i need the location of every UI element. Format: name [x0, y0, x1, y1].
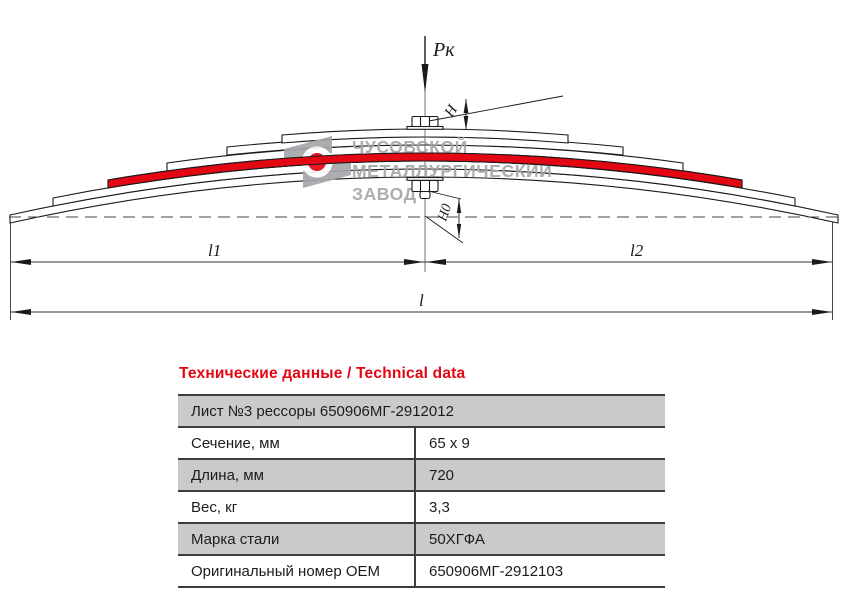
spec-value-cell: 650906МГ-2912103	[413, 555, 666, 588]
spec-label-cell: Оригинальный номер OEM	[178, 555, 415, 588]
dim-label-l: l	[419, 291, 424, 310]
dim-h0-group: H0	[424, 190, 464, 244]
dim-l-group: l	[11, 291, 832, 315]
leaf-spring-drawing: ЧУСОВСКОЙ МЕТАЛЛУРГИЧЕСКИЙ ЗАВОД Pк	[9, 36, 839, 320]
spec-header-row: Лист №3 рессоры 650906МГ-2912012	[178, 395, 666, 428]
bolt-washer-bottom	[406, 176, 444, 181]
leaf-3-highlighted	[107, 152, 743, 189]
bolt-head	[411, 115, 439, 128]
dim-label-h0: H0	[435, 202, 455, 224]
dim-label-l2: l2	[630, 241, 644, 260]
bolt-stub	[419, 190, 431, 200]
tech-data-title: Технические данные / Technical data	[179, 365, 466, 382]
spec-row: Сечение, мм 65 x 9	[178, 427, 666, 460]
dim-l1-l2-group: l1 l2	[11, 241, 832, 265]
spec-row: Длина, мм 720	[178, 459, 666, 492]
dim-label-l1: l1	[208, 241, 221, 260]
dim-h-group: H	[428, 95, 564, 130]
spec-header-cell: Лист №3 рессоры 650906МГ-2912012	[178, 395, 666, 428]
spec-value-cell: 720	[413, 459, 666, 492]
spec-label-cell: Длина, мм	[178, 459, 415, 492]
spec-label-cell: Сечение, мм	[178, 427, 415, 460]
force-label: Pк	[432, 39, 455, 61]
spec-row: Вес, кг 3,3	[178, 491, 666, 524]
watermark-text-line3: ЗАВОД	[352, 184, 417, 204]
spec-value-cell: 50ХГФА	[413, 523, 666, 556]
force-arrow: Pк	[421, 36, 455, 93]
center-bolt	[406, 115, 444, 200]
force-arrowhead-icon	[421, 64, 429, 93]
spec-table: Лист №3 рессоры 650906МГ-2912012 Сечение…	[178, 394, 666, 588]
spec-label-cell: Марка стали	[178, 523, 415, 556]
watermark-text-line2: МЕТАЛЛУРГИЧЕСКИЙ	[352, 160, 552, 181]
watermark-text-line1: ЧУСОВСКОЙ	[352, 136, 468, 157]
spec-value-cell: 3,3	[413, 491, 666, 524]
spec-label-cell: Вес, кг	[178, 491, 415, 524]
spec-row: Оригинальный номер OEM 650906МГ-2912103	[178, 555, 666, 588]
spec-value-cell: 65 x 9	[413, 427, 666, 460]
spec-row: Марка стали 50ХГФА	[178, 523, 666, 556]
technical-data-block: Технические данные / Technical data Лист…	[178, 365, 666, 588]
bolt-nut	[411, 179, 439, 193]
